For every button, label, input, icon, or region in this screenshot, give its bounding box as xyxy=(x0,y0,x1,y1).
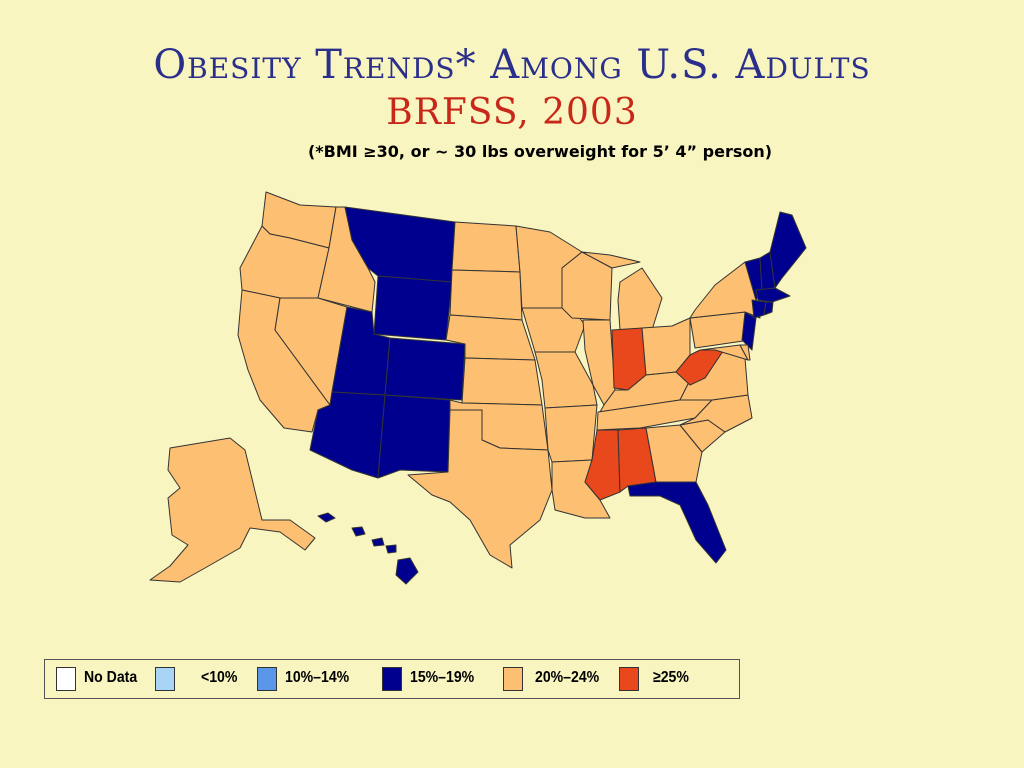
page-subtitle: BRFSS, 2003 xyxy=(386,92,638,133)
legend: No Data <10% 10%–14% 15%–19% 20%–24% ≥25… xyxy=(44,659,740,699)
legend-label-10-14: 10%–14% xyxy=(285,669,350,686)
legend-label-no-data: No Data xyxy=(84,669,138,686)
legend-swatch-15-19 xyxy=(382,667,402,691)
legend-swatch-20-24 xyxy=(503,667,523,691)
state-MD xyxy=(699,344,749,361)
state-DE xyxy=(739,344,751,361)
state-HI-4 xyxy=(385,544,397,554)
legend-label-lt10: <10% xyxy=(201,669,238,686)
page-title: Obesity Trends* Among U.S. Adults xyxy=(153,42,871,88)
state-HI-3 xyxy=(371,537,385,547)
bmi-note: (*BMI ≥30, or ~ 30 lbs overweight for 5’… xyxy=(307,142,773,161)
legend-label-20-24: 20%–24% xyxy=(535,669,600,686)
state-HI-5 xyxy=(395,557,419,585)
state-HI-2 xyxy=(351,526,366,537)
state-CO xyxy=(384,337,466,401)
state-GA xyxy=(645,424,703,483)
state-NM xyxy=(377,394,451,479)
state-HI-1 xyxy=(317,512,336,523)
legend-swatch-lt10 xyxy=(155,667,175,691)
state-ND xyxy=(451,221,521,273)
state-MI xyxy=(617,267,663,331)
state-AK xyxy=(149,437,316,583)
legend-swatch-ge25 xyxy=(619,667,639,691)
state-NJ xyxy=(741,311,757,351)
state-MA xyxy=(755,287,791,303)
state-AR xyxy=(544,404,598,463)
legend-label-ge25: ≥25% xyxy=(653,669,689,686)
legend-swatch-no-data xyxy=(56,667,76,691)
state-KS xyxy=(461,357,543,406)
state-MI-upper xyxy=(581,251,641,269)
state-RI xyxy=(763,301,774,316)
state-SD xyxy=(449,269,523,321)
state-TX xyxy=(407,409,553,569)
legend-label-15-19: 15%–19% xyxy=(410,669,475,686)
state-WY xyxy=(373,275,453,341)
state-FL xyxy=(627,481,727,564)
state-ME xyxy=(769,211,807,289)
legend-swatch-10-14 xyxy=(257,667,277,691)
